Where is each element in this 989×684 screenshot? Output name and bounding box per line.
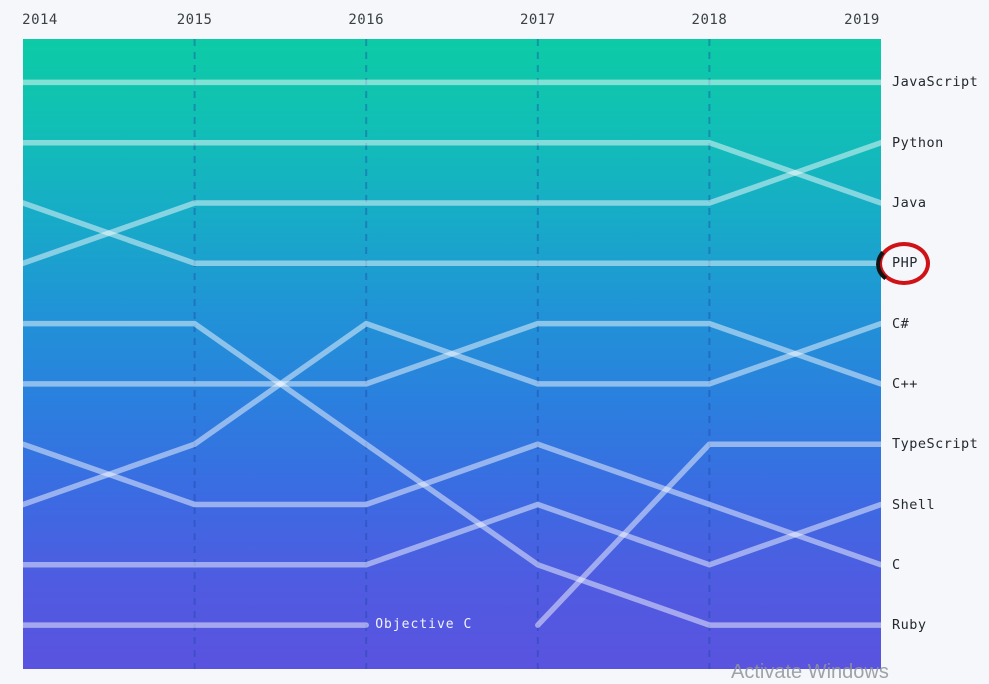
series-line-typescript	[535, 441, 881, 628]
series-line-c	[23, 441, 881, 568]
year-axis: 2014 2015 2016 2017 2018 2019	[0, 0, 989, 36]
year-label-2019: 2019	[844, 12, 880, 28]
year-label-2014: 2014	[22, 12, 58, 28]
right-label-python: Python	[892, 134, 944, 151]
series-line-c-	[23, 320, 881, 387]
series-line-shell	[23, 501, 881, 568]
series-line-java	[23, 139, 881, 206]
year-label-2016: 2016	[348, 12, 385, 28]
series-line-c-	[23, 320, 881, 508]
series-line-python	[23, 139, 881, 267]
series-line-ruby	[23, 320, 881, 628]
right-label-c: C	[892, 556, 901, 573]
bump-svg	[23, 39, 881, 669]
year-label-2018: 2018	[691, 12, 728, 28]
objective-c-inline-label: Objective C	[375, 617, 473, 633]
right-label-c-: C++	[892, 375, 918, 392]
bump-chart: Objective C	[23, 39, 881, 669]
series-line-php	[23, 200, 881, 267]
year-label-2015: 2015	[176, 12, 213, 28]
right-label-shell: Shell	[892, 496, 936, 513]
activate-windows-watermark: Activate Windows	[731, 661, 889, 683]
right-label-java: Java	[892, 195, 927, 211]
right-label-c-: C#	[892, 315, 910, 332]
right-label-typescript: TypeScript	[892, 436, 979, 453]
right-label-javascript: JavaScript	[892, 74, 979, 91]
right-label-ruby: Ruby	[892, 617, 927, 634]
right-label-php: PHP	[892, 255, 918, 272]
year-label-2017: 2017	[519, 12, 556, 28]
